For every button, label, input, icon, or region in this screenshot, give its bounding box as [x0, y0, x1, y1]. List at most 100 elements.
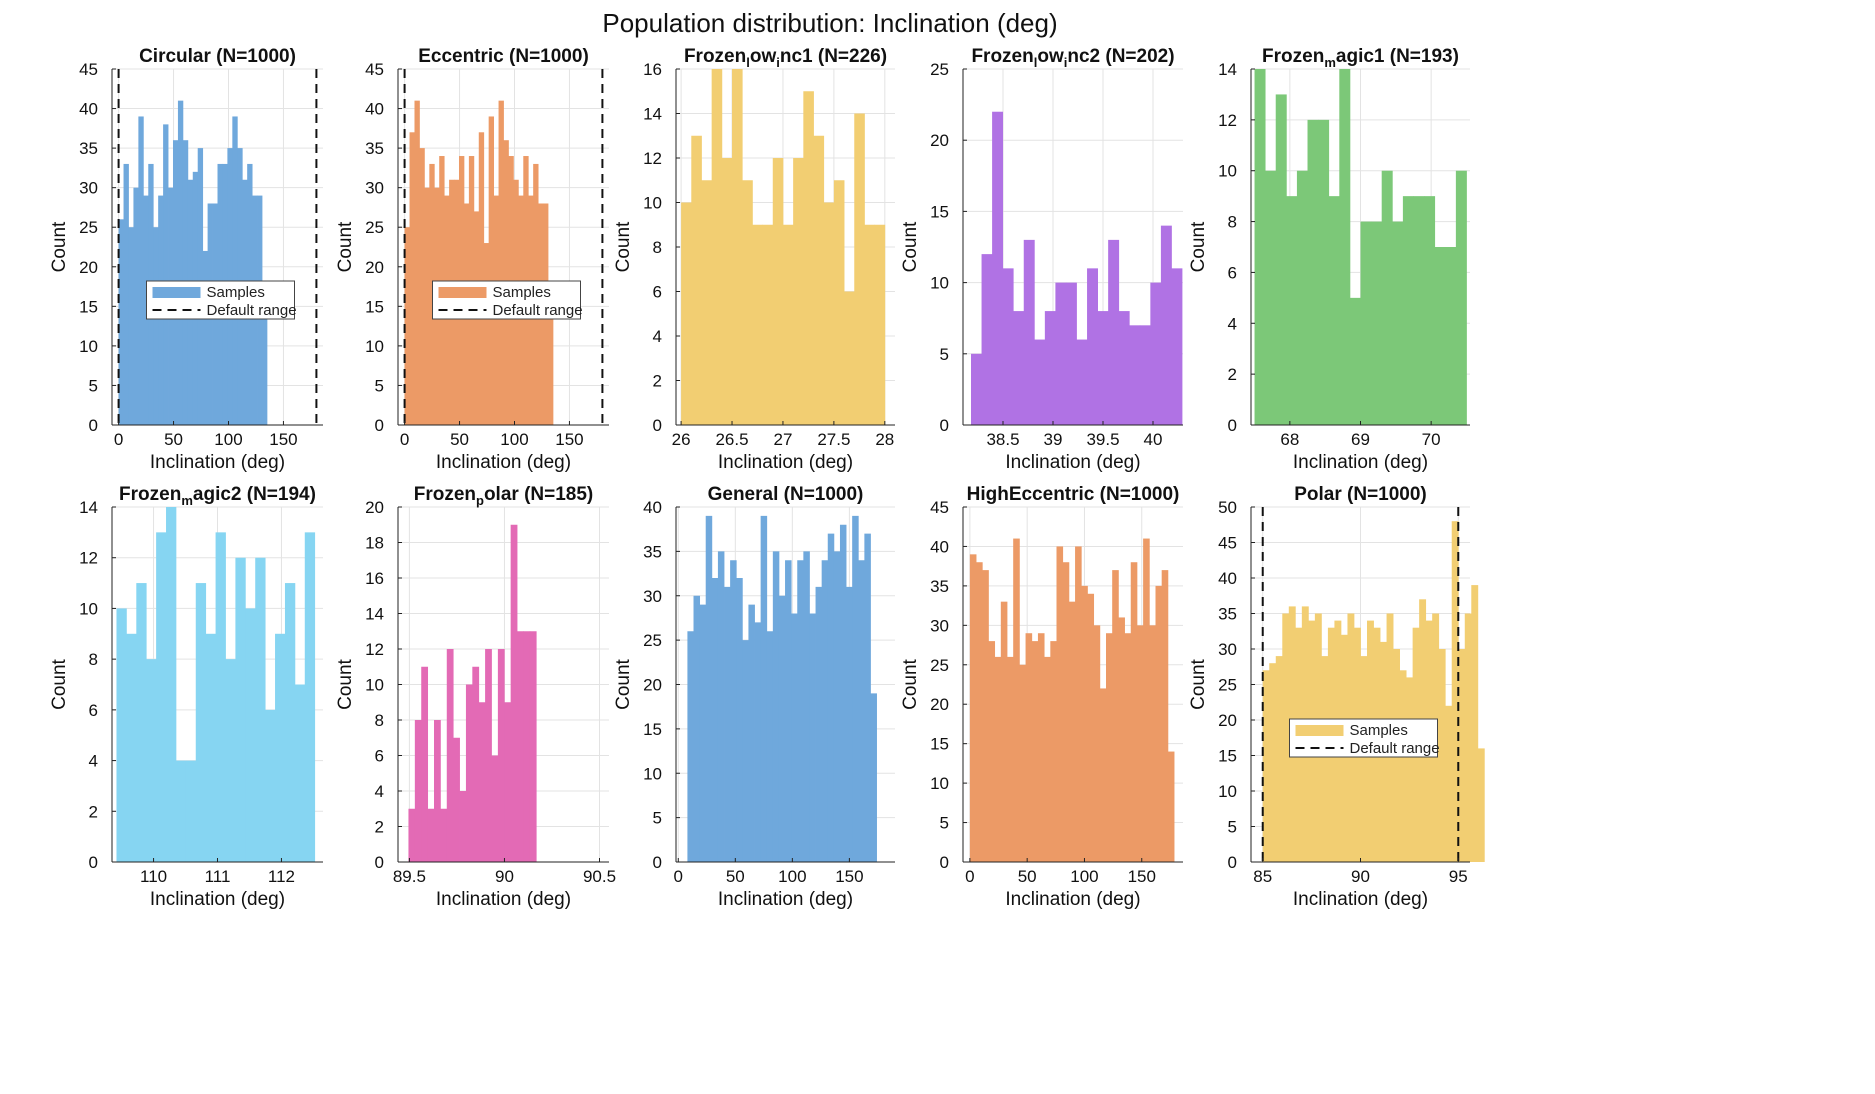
- histogram-bar: [1307, 119, 1319, 425]
- histogram-bar: [1037, 633, 1045, 862]
- histogram-bar: [971, 353, 982, 425]
- x-tick-label: 27.5: [817, 430, 850, 449]
- y-tick-label: 15: [930, 202, 949, 221]
- histogram-bar: [453, 737, 460, 862]
- histogram-bar: [116, 608, 127, 862]
- histogram-bar: [498, 100, 504, 426]
- histogram-bar: [1328, 196, 1340, 425]
- histogram-bar: [1056, 546, 1064, 862]
- histogram-bar: [815, 586, 823, 862]
- y-tick-label: 35: [1218, 605, 1237, 624]
- histogram-bar: [284, 583, 296, 862]
- histogram-bar: [809, 613, 816, 862]
- histogram-bar: [711, 578, 719, 862]
- histogram-panel: 85 90 95 0 5 10 15 20 25 30 35 40 45 50 Inclination (d…: [1188, 484, 1485, 910]
- histogram-bar: [1099, 688, 1107, 862]
- histogram-bar: [163, 124, 169, 425]
- panel-title: Frozenlowinc1 (N=226): [684, 46, 887, 70]
- y-tick-label: 40: [930, 537, 949, 556]
- histogram-bar: [1424, 196, 1436, 425]
- y-tick-label: 10: [930, 274, 949, 293]
- histogram-bar: [1087, 593, 1095, 862]
- histogram-bar: [1013, 538, 1020, 862]
- histogram-bar: [517, 631, 524, 862]
- x-tick-label: 90.5: [583, 867, 616, 886]
- panel-title: HighEccentric (N=1000): [967, 484, 1180, 505]
- y-tick-label: 4: [1228, 314, 1237, 333]
- histogram-bar: [1044, 656, 1051, 862]
- histogram-bar: [732, 69, 743, 425]
- histogram-bar: [1081, 585, 1088, 862]
- y-tick-label: 12: [1218, 111, 1237, 130]
- histogram-bar: [146, 659, 157, 862]
- histogram-bar: [510, 524, 518, 862]
- y-tick-label: 20: [930, 695, 949, 714]
- histogram-bar: [874, 224, 886, 425]
- panel-title: Polar (N=1000): [1294, 484, 1427, 505]
- histogram-bar: [691, 135, 702, 425]
- y-tick-label: 10: [930, 774, 949, 793]
- histogram-bar: [982, 570, 989, 862]
- histogram-bar: [717, 551, 725, 862]
- histogram-bar: [1477, 748, 1485, 862]
- histogram-bar: [1062, 562, 1070, 862]
- histogram-bar: [1406, 677, 1414, 862]
- histogram-bar: [748, 604, 755, 862]
- histogram-bar: [1296, 170, 1308, 425]
- x-tick-label: 95: [1449, 867, 1468, 886]
- histogram-bar: [118, 219, 124, 425]
- histogram-bar: [760, 515, 768, 862]
- histogram-bar: [864, 224, 876, 425]
- x-tick-label: 39.5: [1086, 430, 1119, 449]
- x-tick-label: 0: [114, 430, 123, 449]
- histogram-bar: [185, 760, 197, 862]
- histogram-bar: [1023, 239, 1035, 425]
- histogram-panel: 0 50 100 150 0 5 10 15 20 25 30 35 40 45 Inclination (…: [900, 484, 1183, 910]
- histogram-bar: [754, 622, 762, 862]
- y-tick-label: 16: [365, 569, 384, 588]
- x-tick-label: 90: [1351, 867, 1370, 886]
- x-tick-label: 40: [1144, 430, 1163, 449]
- histogram-bar: [485, 649, 492, 862]
- y-tick-label: 5: [940, 814, 949, 833]
- x-axis-label: Inclination (deg): [1293, 889, 1428, 910]
- y-tick-label: 30: [643, 587, 662, 606]
- y-tick-label: 0: [653, 853, 662, 872]
- histogram-bar: [1360, 656, 1368, 862]
- panel-title: Frozenlowinc2 (N=202): [971, 46, 1174, 70]
- y-axis-label: Count: [49, 221, 70, 272]
- y-axis-label: Count: [613, 658, 634, 709]
- x-tick-label: 0: [400, 430, 409, 449]
- y-tick-label: 10: [1218, 782, 1237, 801]
- x-tick-label: 0: [965, 867, 974, 886]
- y-tick-label: 10: [365, 337, 384, 356]
- y-tick-label: 30: [930, 616, 949, 635]
- histogram-bar: [1434, 247, 1446, 425]
- x-tick-label: 50: [450, 430, 469, 449]
- x-tick-label: 85: [1253, 867, 1272, 886]
- x-tick-label: 150: [269, 430, 297, 449]
- panel-title: Frozenmagic2 (N=194): [119, 484, 316, 508]
- y-tick-label: 10: [79, 599, 98, 618]
- y-tick-label: 14: [79, 498, 98, 517]
- y-axis-label: Count: [1188, 658, 1209, 709]
- y-tick-label: 2: [653, 372, 662, 391]
- y-axis-label: Count: [335, 658, 356, 709]
- histogram-panel: 0 50 100 150 0 5 10 15 20 25 30 35 40 Inclination (de…: [613, 484, 895, 910]
- histogram-bar: [742, 180, 753, 425]
- histogram-bar: [821, 560, 829, 862]
- histogram-bar: [803, 551, 810, 862]
- x-tick-label: 50: [1018, 867, 1037, 886]
- figure-title: Population distribution: Inclination (de…: [602, 8, 1057, 38]
- histogram-bar: [195, 583, 207, 862]
- histogram-bar: [1349, 297, 1361, 425]
- x-tick-label: 111: [205, 867, 231, 886]
- y-tick-label: 8: [375, 711, 384, 730]
- histogram-bar: [429, 163, 435, 425]
- histogram-bar: [1019, 664, 1026, 862]
- y-tick-label: 15: [79, 297, 98, 316]
- histogram-bar: [988, 641, 996, 862]
- x-tick-label: 68: [1280, 430, 1299, 449]
- histogram-panel: 110 111 112 0 2 4 6 8 10 12 14 Inclination (deg) Cou…: [49, 484, 323, 910]
